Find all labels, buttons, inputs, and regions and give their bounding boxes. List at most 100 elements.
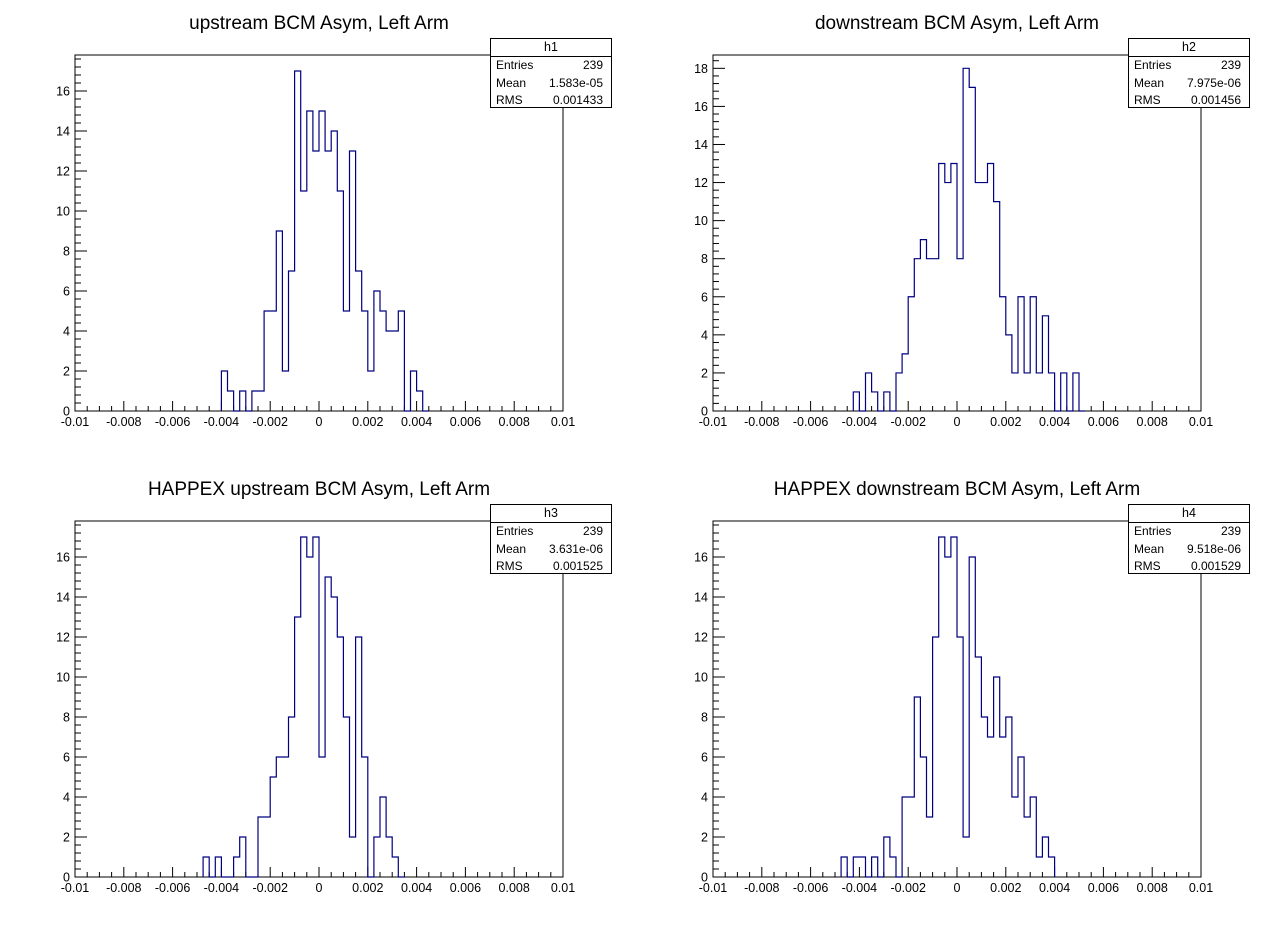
histogram-bin [331,597,337,877]
stats-box: h2 Entries 239 Mean 7.975e-06 RMS 0.001456 [1128,38,1250,108]
x-tick-label: -0.002 [252,415,287,429]
x-tick-label: 0.008 [499,415,530,429]
x-tick-label: 0.01 [551,415,575,429]
stats-mean-row: Mean 9.518e-06 [1129,541,1249,559]
x-tick-label: -0.002 [890,881,925,895]
histogram-svg: upstream BCM Asym, Left Arm-0.01 -0.008 -0… [56,13,575,429]
chart-title: HAPPEX upstream BCM Asym, Left Arm [148,479,490,500]
histogram-bin [374,291,380,411]
histogram-pad-h4: HAPPEX downstream BCM Asym, Left Arm -0.0… [638,466,1276,932]
histogram-bin [1042,837,1048,877]
histogram-bin [368,371,374,411]
histogram-bin [963,68,969,411]
chart-title: upstream BCM Asym, Left Arm [189,13,449,34]
histogram-bin [282,757,288,877]
stats-mean-row: Mean 3.631e-06 [491,541,611,559]
histogram-line [840,536,1056,878]
histogram-bin [1024,373,1030,411]
histogram-bin [927,817,933,877]
y-axis: 0 2 4 6 8 10 12 14 16 18 [694,60,725,419]
stats-rms-row: RMS 0.001456 [1129,92,1249,110]
histogram-bin [951,164,957,411]
histogram-bin [951,537,957,877]
histogram-bin [1049,373,1055,411]
histogram-bin [957,259,963,411]
histogram-bin [945,183,951,411]
stats-histogram-name: h4 [1129,505,1249,523]
histogram-bin [841,857,847,877]
x-tick-label: -0.008 [744,415,779,429]
histogram-bin [301,537,307,877]
histogram-bin [386,837,392,877]
histogram-bin [356,637,362,877]
histogram-line [202,536,405,878]
x-tick-label: 0 [316,881,323,895]
stats-entries-label: Entries [496,58,534,72]
histogram-bin [890,857,896,877]
x-tick-label: -0.004 [204,881,239,895]
histogram-bin [374,837,380,877]
stats-histogram-name: h3 [491,505,611,523]
x-tick-label: 0.01 [551,881,575,895]
histogram-bins [203,537,398,877]
histogram-bin [386,331,392,411]
y-tick-label: 14 [694,138,708,152]
y-tick-label: 6 [701,751,708,765]
x-tick-label: 0 [954,415,961,429]
histogram-bin [920,757,926,877]
y-tick-label: 8 [63,711,70,725]
histogram-bin [350,837,356,877]
histogram-bin [234,857,240,877]
y-tick-label: 16 [56,551,70,565]
histogram-bin [1018,297,1024,411]
y-tick-label: 14 [694,591,708,605]
y-tick-label: 0 [701,871,708,885]
x-tick-label: 0.008 [1137,415,1168,429]
histogram-bin [319,111,325,411]
histogram-line [220,70,429,412]
histogram-bin [331,131,337,411]
histogram-bin [240,837,246,877]
y-tick-label: 6 [63,751,70,765]
histogram-bin [301,191,307,411]
histogram-bin [1000,737,1006,877]
stats-entries-row: Entries 239 [1129,523,1249,541]
x-tick-label: 0.004 [1039,415,1070,429]
histogram-bin [914,259,920,411]
histogram-bin [252,391,258,411]
y-tick-label: 2 [63,365,70,379]
histogram-bin [975,657,981,877]
histogram-bin [264,817,270,877]
histogram-bin [994,677,1000,877]
stats-box: h3 Entries 239 Mean 3.631e-06 RMS 0.001525 [490,504,612,574]
histogram-bin [380,311,386,411]
stats-mean-label: Mean [496,75,527,90]
stats-histogram-name: h1 [491,39,611,57]
stats-entries-label: Entries [1134,58,1172,72]
stats-entries-value: 239 [582,58,603,72]
histogram-bin [1012,373,1018,411]
histogram-bin [957,637,963,877]
histogram-bin [392,331,398,411]
histogram-bin [939,537,945,877]
y-tick-label: 12 [56,165,70,179]
x-tick-label: -0.006 [793,415,828,429]
y-tick-label: 10 [56,671,70,685]
x-tick-label: 0.006 [450,415,481,429]
y-tick-label: 2 [701,831,708,845]
x-tick-label: 0.006 [1088,415,1119,429]
stats-entries-row: Entries 239 [491,57,611,75]
chart-title: downstream BCM Asym, Left Arm [815,13,1099,34]
x-tick-label: -0.002 [252,881,287,895]
histogram-bin [350,151,356,411]
y-tick-label: 4 [63,325,70,339]
histogram-bin [872,857,878,877]
histogram-bin [264,311,270,411]
x-tick-label: 0.002 [990,881,1021,895]
x-tick-label: 0.006 [450,881,481,895]
histogram-bin [362,757,368,877]
y-tick-label: 6 [701,290,708,304]
histogram-bin [902,354,908,411]
x-tick-label: -0.008 [106,881,141,895]
x-tick-label: -0.004 [204,415,239,429]
